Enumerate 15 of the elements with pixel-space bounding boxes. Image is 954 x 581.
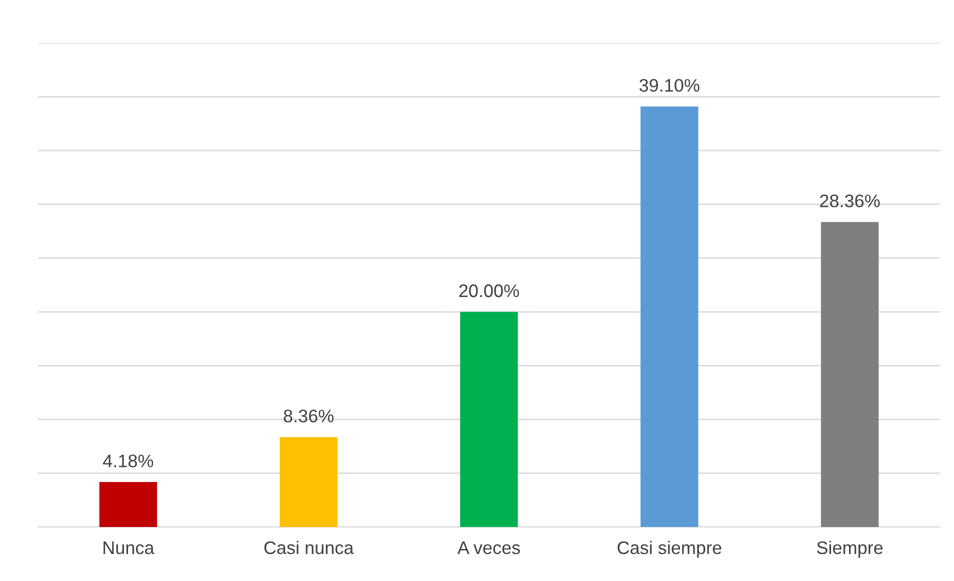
bar [640, 106, 698, 527]
data-label: 4.18% [103, 454, 154, 468]
x-tick-label: Siempre [817, 540, 883, 558]
x-tick-label: A veces [457, 542, 520, 554]
x-tick-label: Casi nunca [264, 540, 354, 554]
data-label: 8.36% [284, 410, 334, 422]
data-label: 39.10% [639, 78, 700, 92]
bar [460, 312, 518, 527]
bar [820, 222, 879, 527]
bar [280, 437, 338, 527]
data-label: 28.36% [820, 194, 880, 208]
data-label: 20.00% [459, 284, 519, 298]
bar [99, 482, 158, 527]
x-tick-label: Casi siempre [618, 540, 722, 558]
x-tick-label: Nunca [104, 542, 154, 554]
